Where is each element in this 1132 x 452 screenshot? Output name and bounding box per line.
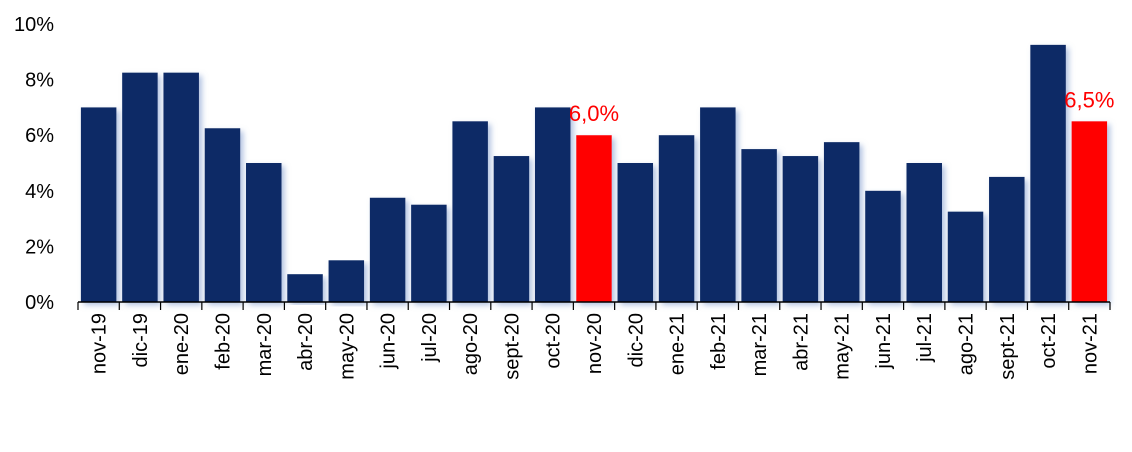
y-axis-tick-labels: 0% 2% 4% 6% 8% 10% xyxy=(14,14,54,314)
x-tick-label: nov-20 xyxy=(584,313,606,374)
bar-nov-20 xyxy=(576,135,612,302)
bar-may-21 xyxy=(823,142,860,302)
bar-feb-21 xyxy=(700,107,736,303)
x-tick-label: oct-21 xyxy=(1038,313,1060,369)
bar-nov-19 xyxy=(80,107,117,303)
x-tick-label: jul-21 xyxy=(914,313,936,363)
x-tick-label: abr-21 xyxy=(790,313,812,371)
x-tick-label: abr-20 xyxy=(295,313,317,371)
bar-mar-21 xyxy=(741,149,777,302)
x-tick-label: dic-20 xyxy=(625,313,647,367)
x-tick-label: dic-19 xyxy=(130,313,152,367)
x-tick-label: sept-21 xyxy=(997,313,1019,380)
x-axis-tick-labels: nov-19 dic-19 ene-20 feb-20 mar-20 abr-20 may-… xyxy=(89,313,1102,380)
data-labels: 6,0% 6,5% xyxy=(569,87,1115,126)
data-label: 6,0% xyxy=(569,101,619,126)
bar-jun-20 xyxy=(369,197,406,302)
y-tick-label: 2% xyxy=(25,236,54,258)
x-tick-label: sept-20 xyxy=(501,313,523,380)
y-tick-label: 8% xyxy=(25,70,54,92)
x-tick-label: nov-19 xyxy=(89,313,111,374)
bar-mar-20 xyxy=(246,163,282,302)
bar-oct-21 xyxy=(1030,44,1066,302)
bar-sept-20 xyxy=(493,156,530,302)
y-tick-label: 0% xyxy=(25,292,54,314)
x-tick-label: ene-20 xyxy=(171,313,193,375)
bar-jul-21 xyxy=(906,163,942,302)
x-tick-label: ago-21 xyxy=(956,313,978,375)
bar-ene-21 xyxy=(658,135,695,302)
y-tick-label: 6% xyxy=(25,125,54,147)
bars xyxy=(80,44,1108,303)
x-tick-label: nov-21 xyxy=(1079,313,1101,374)
bar-jul-20 xyxy=(411,204,447,302)
data-label: 6,5% xyxy=(1064,87,1114,112)
x-tick-label: jun-20 xyxy=(378,313,400,370)
bar-ago-20 xyxy=(452,121,488,302)
x-tick-label: jun-21 xyxy=(873,313,895,370)
x-tick-label: feb-20 xyxy=(212,313,234,370)
y-tick-label: 4% xyxy=(25,181,54,203)
x-tick-label: ago-20 xyxy=(460,313,482,375)
bar-nov-21 xyxy=(1071,121,1108,302)
x-tick-label: mar-21 xyxy=(749,313,771,376)
x-tick-label: may-21 xyxy=(832,313,854,380)
bar-abr-20 xyxy=(287,274,323,302)
bar-oct-20 xyxy=(534,107,571,303)
bar-may-20 xyxy=(328,260,365,302)
bar-feb-20 xyxy=(204,128,241,302)
x-tick-label: may-20 xyxy=(336,313,358,380)
bar-dic-19 xyxy=(122,72,158,303)
x-tick-label: feb-21 xyxy=(708,313,730,370)
bar-ene-20 xyxy=(163,72,199,303)
x-tick-label: mar-20 xyxy=(254,313,276,376)
bar-ago-21 xyxy=(947,211,984,302)
x-tick-label: jul-20 xyxy=(419,313,441,363)
bar-sept-21 xyxy=(989,176,1025,302)
bar-dic-20 xyxy=(617,163,654,302)
x-axis xyxy=(77,301,1111,310)
y-tick-label: 10% xyxy=(14,14,54,36)
bar-abr-21 xyxy=(782,156,819,302)
bar-jun-21 xyxy=(865,190,901,302)
x-tick-label: ene-21 xyxy=(667,313,689,375)
x-tick-label: oct-20 xyxy=(543,313,565,369)
